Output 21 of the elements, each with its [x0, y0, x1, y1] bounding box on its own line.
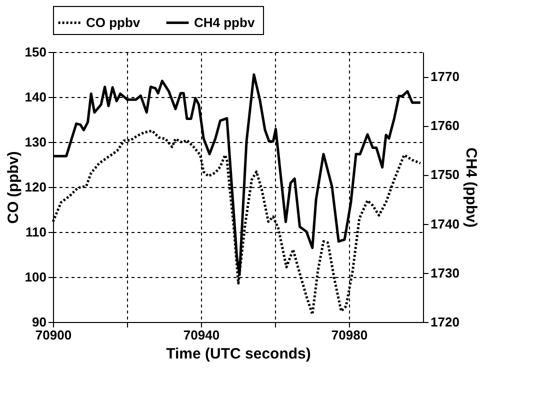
y2-tick-label: 1740 [430, 216, 460, 232]
legend-label: CO ppbv [86, 14, 141, 30]
legend-label: CH4 ppbv [194, 14, 256, 30]
y2-tick-label: 1720 [430, 314, 460, 330]
y-tick-label: 100 [24, 270, 46, 284]
y-tick-label: 150 [24, 44, 46, 60]
y-tick-label: 110 [26, 224, 46, 240]
y2-axis-title: CH4 (ppbv) [462, 148, 480, 228]
y-tick-label: 130 [24, 134, 46, 150]
x-tick-label: 70900 [35, 328, 72, 342]
y-tick-label: 90 [32, 314, 46, 330]
y-tick-label: 120 [24, 180, 46, 194]
y-axis-title: CO (ppbv) [4, 151, 22, 224]
x-tick-label: 70980 [331, 328, 368, 342]
y2-tick-label: 1730 [430, 265, 460, 280]
y2-tick-label: 1770 [430, 69, 460, 84]
x-axis-title: Time (UTC seconds) [166, 346, 311, 362]
y2-tick-label: 1750 [430, 167, 460, 182]
y-tick-label: 140 [24, 90, 46, 104]
y2-tick-label: 1760 [430, 118, 460, 134]
x-tick-label: 70940 [183, 328, 220, 342]
